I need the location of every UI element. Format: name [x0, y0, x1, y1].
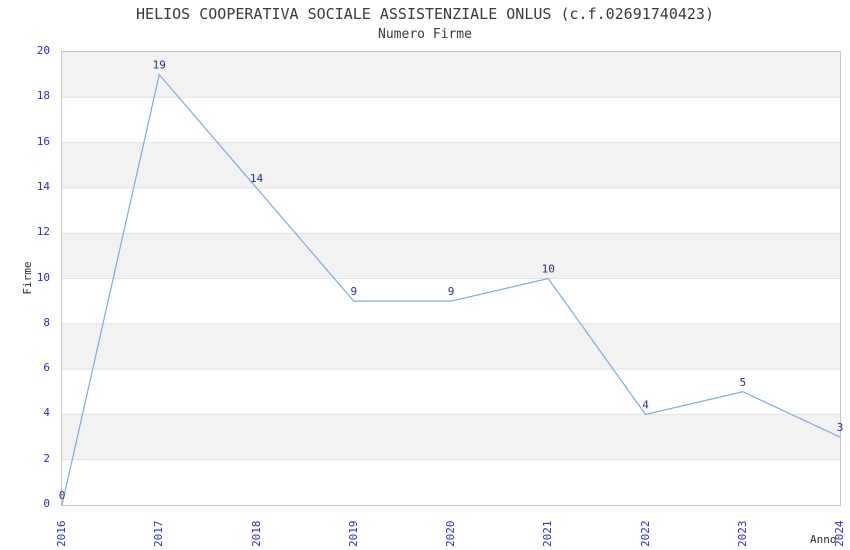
data-point-label: 19 — [153, 59, 166, 72]
x-tick-label: 2021 — [541, 520, 555, 548]
data-point-label: 3 — [837, 421, 844, 434]
grid-band — [62, 323, 840, 370]
y-tick-label: 2 — [43, 451, 50, 465]
data-point-label: 9 — [350, 285, 357, 298]
x-tick-label: 2023 — [735, 520, 749, 548]
grid-band — [62, 142, 840, 188]
x-tick-label: 2020 — [444, 520, 457, 548]
plot-area: 0 19 14 9 9 10 4 5 3 — [59, 51, 843, 506]
x-tick-label: 2016 — [55, 520, 68, 548]
y-tick-label: 14 — [36, 179, 50, 193]
y-tick-label: 8 — [43, 315, 50, 329]
data-point-label: 10 — [542, 263, 555, 276]
grid-band — [62, 52, 840, 98]
y-tick-label: 10 — [36, 270, 50, 284]
data-point-label: 14 — [250, 172, 264, 185]
y-tick-label: 16 — [36, 134, 50, 148]
y-tick-label: 12 — [36, 225, 50, 239]
data-point-label: 9 — [448, 285, 455, 298]
grid-band — [62, 233, 840, 279]
data-point-label: 0 — [59, 489, 66, 502]
line-chart-svg: 0 19 14 9 9 10 4 5 3 — [59, 52, 843, 506]
data-point-label: 4 — [642, 398, 649, 411]
y-tick-label: 4 — [43, 406, 50, 420]
chart-subtitle: Numero Firme — [378, 27, 472, 42]
y-tick-label: 6 — [43, 361, 50, 375]
y-tick-label: 18 — [36, 89, 50, 103]
x-tick-label: 2017 — [152, 520, 166, 548]
y-tick-label: 20 — [36, 44, 50, 57]
x-tick-label: 2022 — [638, 520, 652, 548]
x-axis-title: Anno — [810, 533, 837, 546]
chart-title: HELIOS COOPERATIVA SOCIALE ASSISTENZIALE… — [136, 5, 714, 23]
data-line — [61, 73, 841, 506]
data-point-label: 5 — [739, 376, 746, 389]
x-tick-label: 2019 — [346, 520, 360, 548]
x-tick-label: 2018 — [249, 520, 263, 548]
grid-band — [62, 414, 840, 460]
y-tick-label: 0 — [43, 497, 50, 510]
